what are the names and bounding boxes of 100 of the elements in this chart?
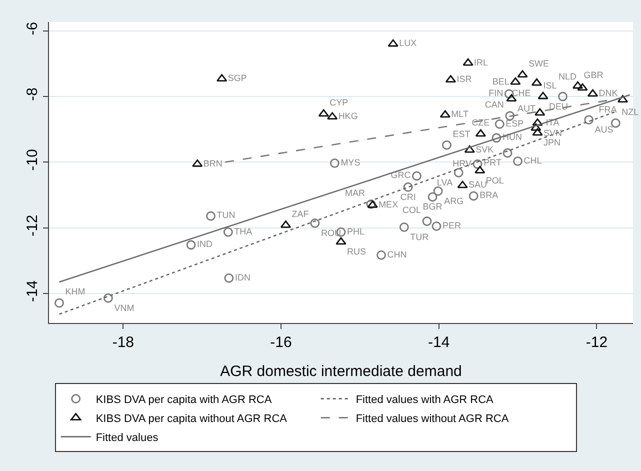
data-label: SWE xyxy=(528,58,550,69)
point xyxy=(532,128,543,136)
data-label: CHN xyxy=(387,249,407,260)
point xyxy=(403,182,413,192)
data-label: FIN xyxy=(488,88,504,98)
point xyxy=(472,159,482,169)
data-label: TUR xyxy=(410,232,430,242)
point xyxy=(454,168,464,178)
data-label: MAR xyxy=(344,188,366,198)
point xyxy=(186,240,196,250)
point xyxy=(442,140,452,150)
data-label: CYP xyxy=(330,98,348,108)
y-tick-label: -8 xyxy=(24,88,41,101)
data-label: NLD xyxy=(558,72,577,82)
data-label: BGR xyxy=(422,202,443,212)
data-label: MLT xyxy=(451,109,470,120)
data-label: MYS xyxy=(340,157,360,168)
point xyxy=(534,108,546,116)
data-label: PHL xyxy=(347,226,365,236)
point xyxy=(558,92,568,102)
data-label: ISL xyxy=(543,80,557,90)
data-label: LUX xyxy=(399,38,417,48)
data-label: FRA xyxy=(598,104,617,115)
point xyxy=(505,111,515,121)
point xyxy=(513,156,522,166)
point xyxy=(464,145,475,153)
point xyxy=(224,273,234,283)
data-label: KHM xyxy=(65,286,86,297)
point xyxy=(530,123,542,131)
data-label: SVK xyxy=(476,144,494,154)
data-label: IRL xyxy=(474,57,488,68)
data-label: NZL xyxy=(622,106,639,117)
point xyxy=(577,83,588,91)
point xyxy=(538,92,548,100)
data-label: HKG xyxy=(338,111,358,122)
x-tick-label: -14 xyxy=(428,334,450,351)
point xyxy=(223,227,233,237)
y-tick-label: -14 xyxy=(24,280,41,302)
legend-label: Fitted values xyxy=(96,432,159,444)
x-axis-title: AGR domestic intermediate demand xyxy=(220,363,462,380)
y-tick-label: -10 xyxy=(24,149,41,171)
point xyxy=(502,148,512,158)
point xyxy=(468,191,478,201)
point xyxy=(428,192,438,202)
data-label: JPN xyxy=(544,138,561,148)
data-label: DNK xyxy=(598,88,618,98)
point xyxy=(433,186,443,196)
point xyxy=(310,218,320,228)
data-label: ISR xyxy=(456,74,472,84)
data-label: CHL xyxy=(524,155,542,166)
data-label: LVA xyxy=(436,177,453,188)
point xyxy=(462,58,474,66)
data-label: SAU xyxy=(468,180,488,190)
point xyxy=(330,158,340,168)
point xyxy=(532,118,543,126)
data-label: EST xyxy=(452,128,471,139)
data-label: RUS xyxy=(347,246,366,257)
data-label: COL xyxy=(402,204,422,215)
data-label: MEX xyxy=(378,199,398,210)
data-label: TUN xyxy=(216,210,236,220)
point xyxy=(510,77,521,85)
point xyxy=(474,166,486,174)
point xyxy=(584,115,594,125)
point xyxy=(336,237,346,245)
data-label: IND xyxy=(197,239,214,250)
point xyxy=(494,119,504,129)
point xyxy=(327,112,338,120)
x-tick-label: -12 xyxy=(586,334,608,351)
y-tick-label: -12 xyxy=(24,214,41,236)
data-label: AUS xyxy=(594,124,614,135)
point xyxy=(492,133,502,143)
data-label: BRA xyxy=(480,190,498,200)
data-label: PRT xyxy=(484,158,502,168)
data-label: VNM xyxy=(114,302,134,313)
x-tick-label: -18 xyxy=(112,334,134,351)
point xyxy=(388,39,398,47)
point xyxy=(192,159,203,167)
point xyxy=(318,109,329,117)
data-label: SGP xyxy=(228,73,247,84)
data-label: HRV xyxy=(452,158,472,168)
legend-label: Fitted values without AGR RCA xyxy=(356,412,510,425)
data-label: THA xyxy=(234,226,252,236)
point xyxy=(517,70,528,78)
point xyxy=(206,211,216,221)
point xyxy=(376,250,386,260)
point xyxy=(54,298,64,308)
point xyxy=(422,216,432,226)
data-label: ARG xyxy=(444,196,464,206)
y-tick-label: -6 xyxy=(24,22,41,36)
point xyxy=(457,180,468,188)
legend-label: Fitted values with AGR RCA xyxy=(356,394,494,406)
data-label: ZAF xyxy=(292,208,310,219)
x-tick-label: -16 xyxy=(270,334,292,351)
legend-label: KIBS DVA per capita with AGR RCA xyxy=(96,394,272,406)
data-label: AUT xyxy=(517,104,536,114)
point xyxy=(399,222,409,232)
data-label: IDN xyxy=(234,272,250,282)
data-label: CAN xyxy=(484,100,504,110)
data-label: CRI xyxy=(400,192,416,202)
point xyxy=(432,221,442,231)
